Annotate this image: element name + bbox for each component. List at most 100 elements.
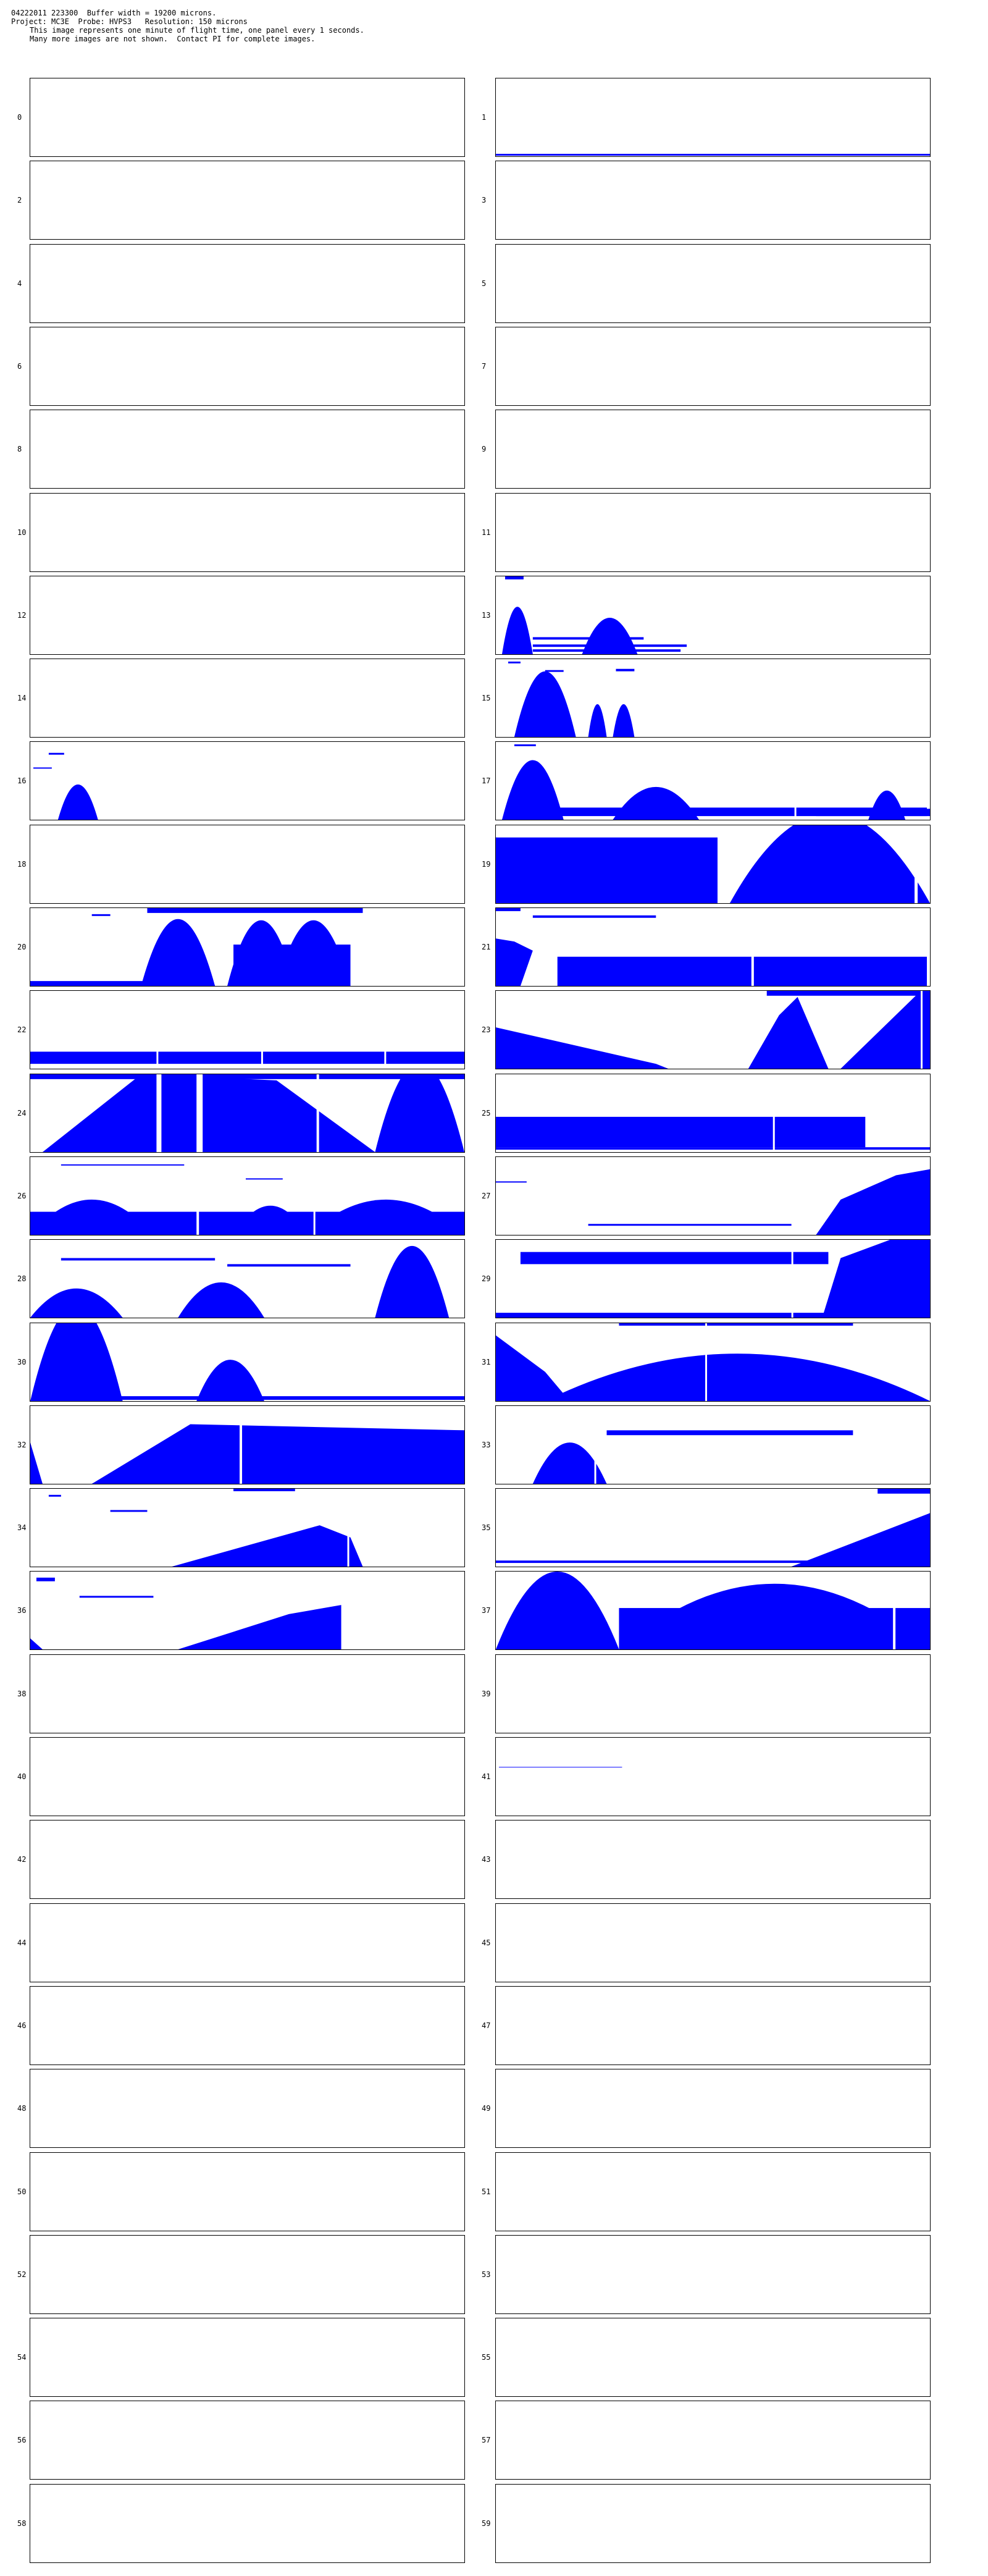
panel-label-52: 52: [17, 2270, 27, 2279]
image-panel-29: [495, 1239, 931, 1318]
image-panel-57: [495, 2401, 931, 2480]
particle-shadow: [496, 1572, 619, 1649]
particle-image-5: [496, 245, 930, 322]
particle-streak: [508, 661, 521, 663]
particle-image-52: [30, 2236, 464, 2313]
particle-shadow: [496, 938, 533, 986]
image-panel-4: [30, 244, 465, 323]
panel-label-23: 23: [482, 1025, 491, 1034]
panel-label-56: 56: [17, 2436, 27, 2444]
panel-label-32: 32: [17, 1441, 27, 1449]
particle-streak: [504, 576, 524, 579]
image-panel-37: [495, 1571, 931, 1650]
particle-image-16: [33, 752, 98, 820]
particle-image-42: [30, 1820, 464, 1898]
buffer-gap: [921, 991, 923, 1069]
particle-shadow: [30, 1288, 123, 1318]
particle-image-27: [496, 1169, 930, 1235]
image-panel-12: [30, 576, 465, 655]
particle-image-37: [496, 1572, 930, 1649]
particle-shadow: [375, 1245, 450, 1318]
panel-label-18: 18: [17, 860, 27, 869]
panel-label-46: 46: [17, 2021, 27, 2030]
image-panel-40: [30, 1737, 465, 1816]
panel-label-36: 36: [17, 1606, 27, 1615]
particle-streak: [233, 1489, 295, 1491]
particle-streak: [631, 1390, 755, 1401]
image-panel-15: [495, 659, 931, 738]
image-panel-52: [30, 2235, 465, 2314]
panel-label-1: 1: [482, 113, 487, 122]
particle-image-0: [30, 78, 464, 156]
particle-image-50: [30, 2153, 464, 2231]
image-panel-42: [30, 1820, 465, 1899]
image-panel-18: [30, 825, 465, 904]
panel-label-48: 48: [17, 2104, 27, 2113]
particle-shadow: [501, 607, 533, 654]
particle-streak: [246, 1178, 283, 1180]
panel-label-8: 8: [17, 445, 22, 453]
panel-label-37: 37: [482, 1606, 491, 1615]
particle-image-41: [498, 1767, 622, 1768]
buffer-gap: [791, 1240, 793, 1318]
header-line-1: 04222011 223300 Buffer width = 19200 mic…: [11, 9, 217, 17]
particle-streak: [496, 1181, 527, 1183]
image-panel-55: [495, 2318, 931, 2397]
image-panel-53: [495, 2235, 931, 2314]
image-panel-1: [495, 78, 931, 157]
panel-label-15: 15: [482, 694, 491, 702]
panel-label-19: 19: [482, 860, 491, 869]
particle-image-2: [30, 161, 464, 239]
panel-label-55: 55: [482, 2353, 491, 2362]
image-panel-43: [495, 1820, 931, 1899]
particle-shadow: [545, 1353, 930, 1401]
particle-streak: [33, 767, 52, 769]
particle-shadow: [729, 825, 930, 903]
panel-label-26: 26: [17, 1192, 27, 1200]
particle-image-12: [30, 576, 464, 654]
particle-streak: [606, 1430, 853, 1436]
particle-image-40: [30, 1738, 464, 1816]
panel-label-28: 28: [17, 1274, 27, 1283]
buffer-gap: [893, 1572, 896, 1649]
particle-image-35: [496, 1489, 930, 1567]
particle-shadow: [816, 1169, 930, 1235]
particle-shadow: [30, 1638, 43, 1649]
header-line-2: Project: MC3E Probe: HVPS3 Resolution: 1…: [11, 17, 248, 26]
particle-image-49: [496, 2069, 930, 2147]
particle-image-10: [30, 494, 464, 571]
panel-label-2: 2: [17, 196, 22, 204]
image-panel-56: [30, 2401, 465, 2480]
panel-label-12: 12: [17, 611, 27, 620]
panel-label-44: 44: [17, 1938, 27, 1947]
panel-label-35: 35: [482, 1523, 491, 1532]
image-panel-35: [495, 1488, 931, 1567]
particle-shadow: [588, 704, 607, 737]
particle-shadow: [822, 1240, 930, 1318]
image-panel-21: [495, 907, 931, 987]
panel-label-9: 9: [482, 445, 487, 453]
particle-image-58: [30, 2485, 464, 2562]
particle-shadow: [42, 1074, 375, 1152]
panel-label-58: 58: [17, 2519, 27, 2528]
particle-streak: [30, 1051, 464, 1064]
image-panel-10: [30, 493, 465, 572]
panel-label-34: 34: [17, 1523, 27, 1532]
particle-shadow: [496, 1335, 570, 1401]
particle-shadow: [840, 991, 930, 1069]
particle-image-43: [496, 1820, 930, 1898]
buffer-gap: [794, 742, 797, 820]
particle-shadow: [141, 919, 216, 986]
particle-image-9: [496, 410, 930, 488]
panel-label-50: 50: [17, 2187, 27, 2196]
particle-shadow: [791, 1513, 930, 1567]
image-panel-19: [495, 825, 931, 904]
particle-image-25: [496, 1074, 930, 1152]
particle-streak: [61, 1258, 216, 1261]
image-panel-45: [495, 1903, 931, 1982]
particle-streak: [532, 649, 681, 652]
particle-image-31: [496, 1323, 930, 1401]
particle-image-14: [30, 659, 464, 737]
particle-streak: [545, 670, 564, 672]
particle-streak: [588, 1224, 792, 1226]
